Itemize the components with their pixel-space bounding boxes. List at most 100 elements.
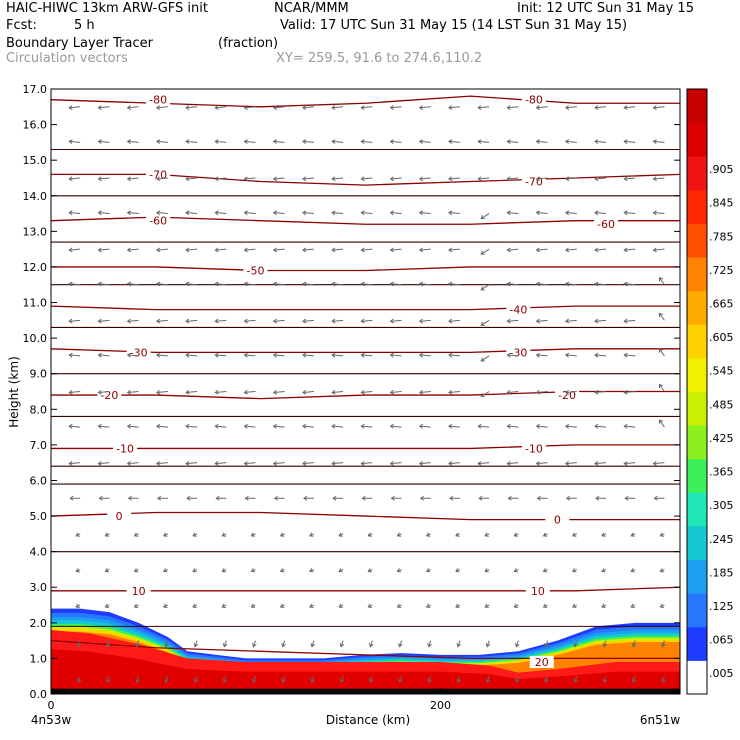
circulation-vector bbox=[595, 248, 606, 252]
circulation-vector bbox=[449, 177, 460, 181]
circulation-vector bbox=[98, 248, 109, 252]
plot-window: HAIC-HIWC 13km ARW-GFS init NCAR/MMM Ini… bbox=[0, 0, 740, 740]
circulation-vector bbox=[596, 496, 606, 500]
circulation-vector bbox=[660, 568, 664, 572]
circulation-vector bbox=[253, 641, 257, 647]
circulation-vector bbox=[332, 211, 343, 215]
circulation-vector bbox=[361, 282, 372, 286]
circulation-vector bbox=[566, 140, 577, 144]
x-tick-label: 0 bbox=[48, 699, 55, 712]
circulation-vector bbox=[361, 424, 372, 428]
circulation-vector bbox=[428, 641, 432, 647]
circulation-vector bbox=[157, 424, 168, 428]
circulation-vector bbox=[653, 211, 664, 215]
circulation-vector bbox=[653, 140, 664, 144]
circulation-vector bbox=[514, 568, 518, 572]
y-tick-label: 1.0 bbox=[30, 652, 48, 665]
circulation-vector bbox=[595, 211, 606, 215]
circulation-vector bbox=[449, 282, 460, 286]
circulation-vector bbox=[567, 496, 577, 500]
circulation-vector bbox=[69, 353, 80, 357]
circulation-vector bbox=[158, 496, 168, 500]
circulation-vector bbox=[69, 140, 80, 144]
y-tick-label: 9.0 bbox=[30, 368, 48, 381]
y-tick-label: 10.0 bbox=[23, 332, 48, 345]
circulation-vector bbox=[420, 319, 431, 323]
x-axis-label: Distance (km) bbox=[326, 713, 410, 727]
circulation-vector bbox=[602, 533, 606, 537]
circulation-vector bbox=[420, 282, 431, 286]
circulation-vector bbox=[303, 211, 314, 215]
circulation-vector bbox=[481, 249, 489, 254]
circulation-vector bbox=[654, 496, 664, 500]
circulation-vector bbox=[244, 211, 255, 215]
contour-label: -30 bbox=[130, 346, 148, 359]
colorbar-segment bbox=[687, 156, 707, 190]
circulation-vector bbox=[244, 177, 255, 181]
tracer-fill-layer bbox=[51, 609, 680, 694]
y-tick-label: 15.0 bbox=[23, 154, 48, 167]
circulation-vector bbox=[223, 641, 227, 647]
circulation-vector bbox=[274, 319, 285, 323]
circulation-vector bbox=[391, 177, 402, 181]
circulation-vector bbox=[135, 604, 139, 608]
colorbar-label: .185 bbox=[709, 566, 734, 579]
circulation-vector bbox=[391, 424, 402, 428]
circulation-vector bbox=[420, 140, 431, 144]
circulation-vector bbox=[69, 282, 80, 286]
circulation-vector bbox=[449, 106, 460, 110]
circulation-vector bbox=[631, 533, 635, 537]
cross-section-chart: -80 -80-70-70-60 -60-50-40-30 -30-20 -20-10-… bbox=[0, 0, 740, 740]
circulation-vector bbox=[368, 568, 372, 572]
colorbar-segment bbox=[687, 392, 707, 426]
colorbar-label: .125 bbox=[709, 600, 734, 613]
circulation-vector bbox=[566, 353, 577, 357]
y-tick-label: 7.0 bbox=[30, 439, 48, 452]
circulation-vector bbox=[478, 140, 489, 144]
circulation-vector bbox=[274, 177, 285, 181]
circulation-vector bbox=[631, 604, 635, 608]
circulation-vector bbox=[187, 496, 197, 500]
circulation-vector bbox=[215, 282, 226, 286]
circulation-vector bbox=[194, 641, 198, 647]
circulation-vector bbox=[398, 533, 402, 537]
colorbar-segment bbox=[687, 560, 707, 594]
colorbar-label: .545 bbox=[709, 365, 734, 378]
circulation-vector bbox=[449, 211, 460, 215]
circulation-vector bbox=[420, 390, 431, 394]
circulation-vector bbox=[164, 568, 168, 572]
circulation-vector bbox=[339, 604, 343, 608]
contour-label: -30 bbox=[509, 346, 527, 359]
circulation-vector bbox=[332, 140, 343, 144]
circulation-vector bbox=[507, 282, 518, 286]
circulation-vector bbox=[420, 424, 431, 428]
circulation-vector bbox=[456, 568, 460, 572]
circulation-vector bbox=[69, 106, 80, 110]
circulation-vector bbox=[76, 533, 80, 537]
circulation-vector bbox=[595, 461, 606, 465]
y-tick-label: 3.0 bbox=[30, 581, 48, 594]
circulation-vector bbox=[340, 641, 344, 647]
circulation-vector bbox=[573, 568, 577, 572]
colorbar-label: .005 bbox=[709, 667, 734, 680]
contour-label: -10 bbox=[116, 442, 134, 455]
colorbar-segment bbox=[687, 291, 707, 325]
circulation-vector bbox=[537, 461, 548, 465]
circulation-vector bbox=[128, 211, 139, 215]
circulation-vector bbox=[69, 390, 80, 394]
y-tick-label: 0.0 bbox=[30, 688, 48, 701]
circulation-vector bbox=[660, 533, 664, 537]
circulation-vector bbox=[310, 604, 314, 608]
circulation-vector bbox=[427, 568, 431, 572]
circulation-vector bbox=[486, 641, 490, 647]
circulation-vector bbox=[515, 641, 519, 647]
circulation-vector bbox=[222, 568, 226, 572]
circulation-vector bbox=[421, 496, 431, 500]
circulation-vector bbox=[361, 353, 372, 357]
circulation-vector bbox=[310, 533, 314, 537]
colorbar-segment bbox=[687, 123, 707, 157]
circulation-vector bbox=[274, 353, 285, 357]
colorbar-label: .065 bbox=[709, 634, 734, 647]
circulation-vector bbox=[456, 604, 460, 608]
colorbar-segment bbox=[687, 593, 707, 627]
